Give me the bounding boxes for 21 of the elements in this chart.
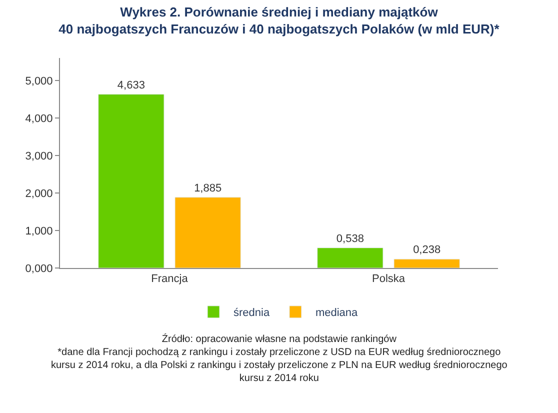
- data-label: 0,538: [336, 232, 364, 245]
- legend-label: średnia: [234, 307, 270, 320]
- y-tick-label: 0,000: [25, 262, 53, 275]
- y-tick-label: 3,000: [25, 150, 53, 162]
- data-label: 0,238: [413, 244, 441, 256]
- y-tick-label: 5,000: [25, 75, 53, 88]
- data-label: 1,885: [194, 182, 222, 194]
- y-tick-label: 1,000: [25, 225, 53, 238]
- legend-label: mediana: [315, 307, 359, 320]
- text: *dane dla Francji pochodzą z rankingu i zostały przeliczone z USD na EUR według średniorocznego kursu z 2014 roku, a dla Polski z rankingu i zostały przeliczone z PLN na EUR według średniorocznego kursu z 2014 roku: [51, 347, 508, 384]
- y-tick-label: 2,000: [25, 188, 53, 200]
- bar: [317, 248, 384, 268]
- x-tick-label: Francja: [151, 273, 189, 286]
- data-label: 4,633: [117, 79, 145, 92]
- bar: [174, 197, 241, 268]
- bar: [98, 94, 164, 268]
- text: Źródło: opracowanie własne na podstawie rankingów: [162, 333, 398, 345]
- y-tick-label: 4,000: [25, 112, 53, 125]
- bar: [394, 258, 460, 268]
- x-tick-label: Polska: [372, 273, 406, 286]
- chart-title: Wykres 2. Porównanie średniej i mediany majątków 40 najbogatszych Francuzów i 40 najbogatszych Polaków (w mld EUR)*: [58, 4, 500, 36]
